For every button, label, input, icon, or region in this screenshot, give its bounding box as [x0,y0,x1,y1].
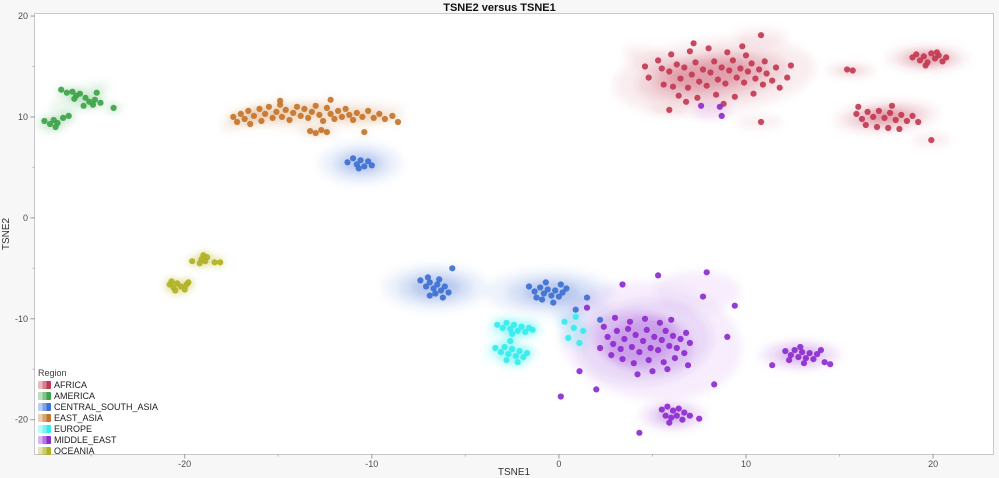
legend-item-label: OCEANIA [54,445,95,456]
y-axis-minor-ticks [32,65,35,370]
legend-item-label: AMERICA [54,390,96,401]
legend-item-label: AFRICA [54,379,88,390]
plot-frame [34,13,994,455]
legend-item-EUROPE[interactable]: EUROPE [38,423,158,434]
x-axis-ticks [184,454,934,459]
points-AMERICA[interactable] [41,86,117,131]
legend-item-MIDDLE_EAST[interactable]: MIDDLE_EAST [38,434,158,445]
legend-title: Region [38,368,67,378]
legend-item-label: EUROPE [54,423,93,434]
y-axis-label: TSNE2 [1,217,12,250]
points-CENTRAL_SOUTH_ASIA[interactable] [344,155,604,323]
y-axis-ticks [30,15,35,421]
legend-item-label: MIDDLE_EAST [54,434,117,445]
legend-swatch-icon [38,391,51,400]
legend-swatch-icon [38,413,51,422]
svg-text:0: 0 [556,459,561,469]
svg-text:-20: -20 [15,415,28,425]
svg-text:-10: -10 [365,459,378,469]
legend-item-CENTRAL_SOUTH_ASIA[interactable]: CENTRAL_SOUTH_ASIA [38,401,158,412]
x-axis-label: TSNE1 [498,467,531,478]
legend-item-EAST_ASIA[interactable]: EAST_ASIA [38,412,158,423]
plot-area[interactable] [34,29,969,436]
points-AFRICA[interactable] [641,32,950,144]
legend: Region AFRICA AMERICA CENTRAL_SOUTH_ASIA EA… [38,368,158,456]
y-axis-tick-labels: 20 10 0 -10 -20 [15,11,28,425]
legend-swatch-icon [38,424,51,433]
svg-text:-10: -10 [15,314,28,324]
svg-text:20: 20 [928,459,938,469]
svg-text:10: 10 [741,459,751,469]
x-axis-tick-labels: -20 -10 0 10 20 [178,459,938,469]
legend-swatch-icon [38,380,51,389]
legend-swatch-icon [38,402,51,411]
legend-swatch-icon [38,435,51,444]
legend-swatch-icon [38,446,51,455]
legend-item-label: CENTRAL_SOUTH_ASIA [54,401,159,412]
x-axis-minor-ticks [90,454,841,457]
legend-item-OCEANIA[interactable]: OCEANIA [38,445,158,456]
svg-text:10: 10 [18,112,28,122]
points-EUROPE[interactable] [492,313,587,366]
legend-item-AFRICA[interactable]: AFRICA [38,379,158,390]
legend-item-label: EAST_ASIA [54,412,104,423]
svg-text:-20: -20 [178,459,191,469]
plot-title: TSNE2 versus TSNE1 [443,2,556,14]
legend-items: AFRICA AMERICA CENTRAL_SOUTH_ASIA EAST_ASIA… [38,379,158,456]
svg-text:20: 20 [18,11,28,21]
points-EAST_ASIA[interactable] [230,96,402,137]
points-OCEANIA[interactable] [166,252,224,294]
legend-item-AMERICA[interactable]: AMERICA [38,390,158,401]
points-MIDDLE_EAST[interactable] [557,102,834,436]
svg-text:0: 0 [23,213,28,223]
